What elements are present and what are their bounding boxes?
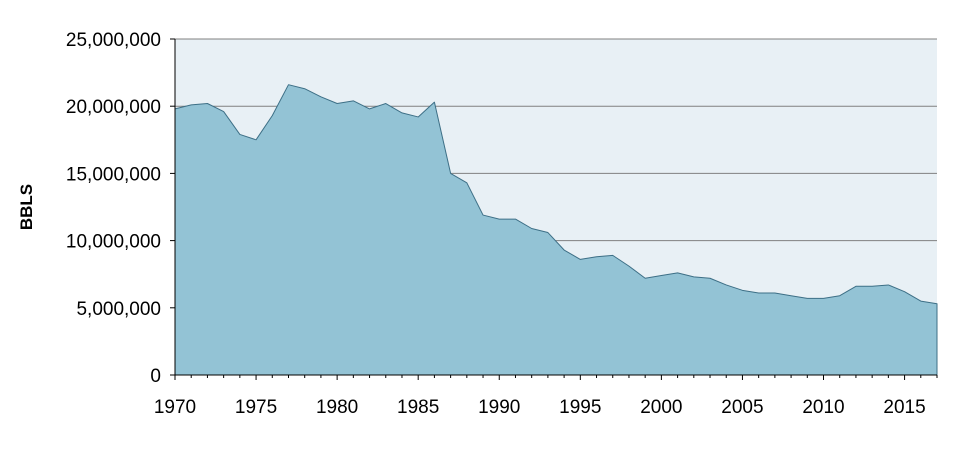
y-tick-label-0: 0	[150, 366, 161, 387]
area-series	[174, 84, 938, 376]
x-tick-label-9: 2015	[883, 397, 925, 418]
x-tick-label-4: 1990	[478, 397, 520, 418]
x-tick-labels: 1970 1975 1980 1985 1990 1995 2000 2005 2010 2015	[154, 397, 926, 418]
x-tick-label-3: 1985	[397, 397, 439, 418]
y-tick-labels: 0 5,000,000 10,000,000 15,000,000 20,000,000…	[66, 30, 161, 387]
y-tick-label-5: 25,000,000	[66, 30, 161, 51]
y-tick-label-4: 20,000,000	[66, 97, 161, 118]
x-tick-label-5: 1995	[559, 397, 601, 418]
x-tick-label-0: 1970	[154, 397, 196, 418]
y-axis-title: BBLS	[17, 184, 36, 230]
y-tick-label-3: 15,000,000	[66, 164, 161, 185]
x-tick-label-6: 2000	[640, 397, 682, 418]
x-tick-label-7: 2005	[721, 397, 763, 418]
y-tick-label-1: 5,000,000	[76, 299, 161, 320]
x-tick-label-1: 1975	[235, 397, 277, 418]
y-tick-label-2: 10,000,000	[66, 232, 161, 253]
x-tick-label-2: 1980	[316, 397, 358, 418]
x-tick-label-8: 2010	[802, 397, 844, 418]
axes	[170, 38, 938, 380]
